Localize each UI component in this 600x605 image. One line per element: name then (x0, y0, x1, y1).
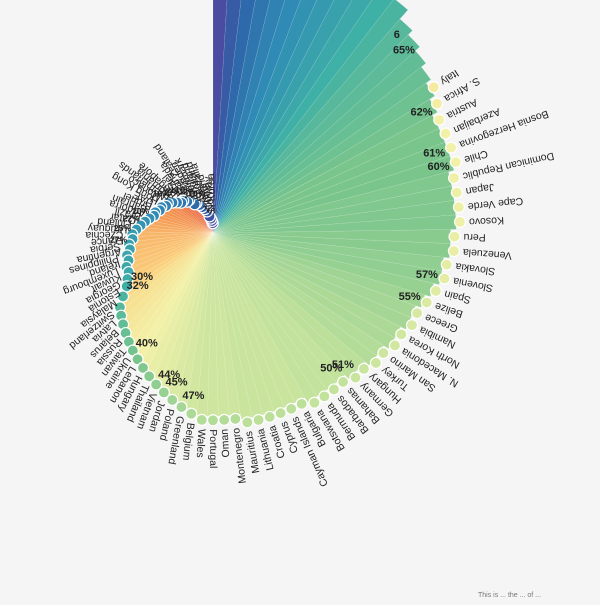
country-flag-icon (389, 340, 400, 351)
country-flag-icon (421, 297, 432, 308)
country-flag-icon (434, 114, 445, 125)
percent-label: 51% (332, 359, 354, 371)
percent-label: 47% (182, 390, 204, 402)
country-flag-icon (350, 372, 361, 383)
percent-label: 45% (166, 376, 188, 388)
country-flag-icon (242, 417, 253, 428)
percent-label: 40% (136, 338, 158, 350)
country-flag-icon (370, 357, 381, 368)
country-flag-icon (432, 98, 443, 109)
country-flag-icon (230, 413, 241, 424)
country-flag-icon (449, 172, 460, 183)
country-flag-icon (286, 403, 297, 414)
country-flag-icon (448, 246, 459, 257)
country-flag-icon (449, 231, 460, 242)
country-flag-icon (338, 376, 349, 387)
country-flag-icon (450, 157, 461, 168)
country-flag-icon (196, 414, 207, 425)
country-flag-icon (358, 363, 369, 374)
country-flag-icon (407, 320, 418, 331)
country-flag-icon (176, 402, 187, 413)
country-flag-icon (440, 128, 451, 139)
percent-label: 57% (416, 269, 438, 281)
percent-label: 27% (110, 234, 127, 244)
country-flag-icon (167, 394, 178, 405)
footnote: This is ... the ... of ... (478, 592, 541, 599)
country-flag-icon (275, 408, 286, 419)
country-flag-icon (430, 285, 441, 296)
country-label: Portugal (207, 429, 219, 468)
country-flag-icon (441, 259, 452, 270)
country-label: Kosovo (469, 214, 505, 228)
country-label: Wales (194, 429, 208, 458)
percent-label: 32% (127, 280, 149, 292)
country-flag-icon (208, 415, 219, 426)
country-label: Peru (463, 231, 486, 243)
percent-label: 65% (393, 44, 415, 56)
country-flag-icon (219, 414, 230, 425)
country-flag-icon (296, 398, 307, 409)
percent-label: 22% (123, 214, 140, 224)
country-flag-icon (328, 384, 339, 395)
country-flag-icon (446, 142, 457, 153)
country-flag-icon (253, 414, 264, 425)
country-flag-icon (439, 273, 450, 284)
country-flag-icon (378, 347, 389, 358)
country-flag-icon (309, 397, 320, 408)
percent-label: 62% (410, 107, 432, 119)
country-flag-icon (396, 329, 407, 340)
country-flag-icon (319, 391, 330, 402)
country-flag-icon (412, 308, 423, 319)
percent-label: 25% (114, 223, 131, 233)
percent-label: 16% (153, 188, 170, 198)
country-flag-icon (455, 216, 466, 227)
percent-label: 55% (399, 291, 421, 303)
percent-label: 61% (423, 148, 445, 160)
country-flag-icon (186, 408, 197, 419)
percent-label: 6 (394, 29, 400, 41)
country-flag-icon (428, 82, 439, 93)
country-flag-icon (264, 411, 275, 422)
country-flag-icon (453, 202, 464, 213)
country-flag-icon (451, 187, 462, 198)
percent-label: 60% (428, 161, 450, 173)
